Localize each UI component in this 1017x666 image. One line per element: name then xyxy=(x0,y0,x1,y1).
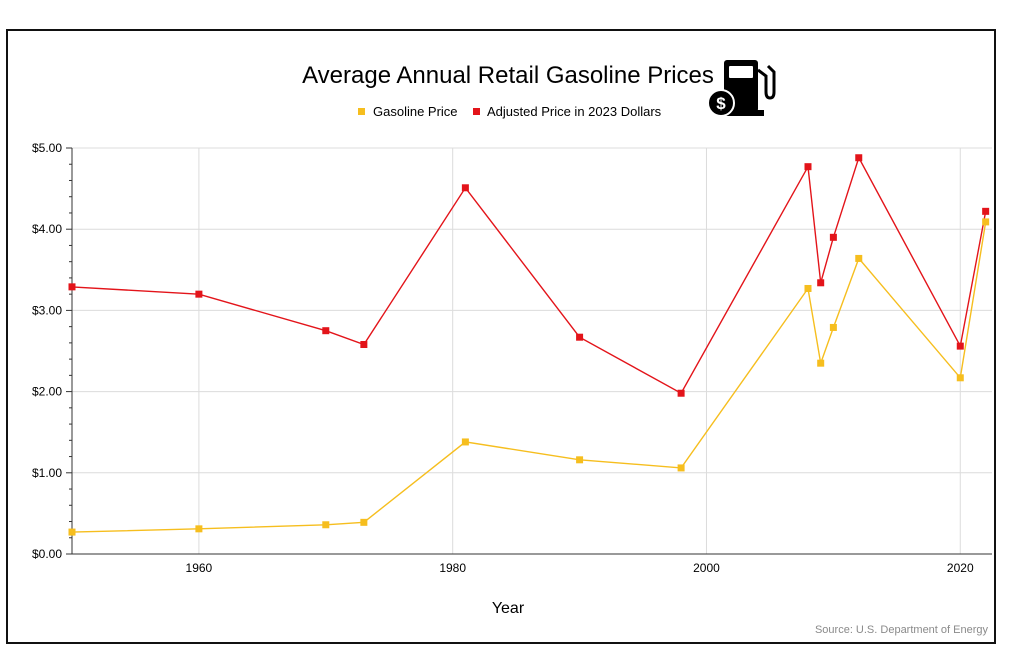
x-axis-title: Year xyxy=(492,600,525,617)
data-point-1 xyxy=(829,233,837,241)
legend-label-adjusted: Adjusted Price in 2023 Dollars xyxy=(487,104,662,119)
data-point-1 xyxy=(461,184,469,192)
data-point-1 xyxy=(322,327,330,335)
legend-label-gasoline: Gasoline Price xyxy=(373,104,458,119)
data-point-0 xyxy=(982,218,990,226)
x-tick-label: 2000 xyxy=(693,561,720,575)
data-point-1 xyxy=(360,341,368,349)
data-point-0 xyxy=(195,525,203,533)
x-tick-label: 2020 xyxy=(947,561,974,575)
data-point-0 xyxy=(855,254,863,262)
legend: Gasoline Price Adjusted Price in 2023 Do… xyxy=(358,104,662,119)
y-tick-label: $0.00 xyxy=(32,547,62,561)
y-tick-label: $5.00 xyxy=(32,141,62,155)
legend-swatch-gasoline xyxy=(358,108,365,115)
data-point-0 xyxy=(68,528,76,536)
data-point-1 xyxy=(68,283,76,291)
y-tick-label: $4.00 xyxy=(32,222,62,236)
data-point-1 xyxy=(677,389,685,397)
gas-pump-dollar-icon: $ xyxy=(707,60,776,117)
y-tick-label: $1.00 xyxy=(32,466,62,480)
data-point-0 xyxy=(461,438,469,446)
series-lines xyxy=(71,155,987,533)
data-point-1 xyxy=(956,342,964,350)
data-point-1 xyxy=(576,333,584,341)
x-tick-label: 1960 xyxy=(186,561,213,575)
source-note: Source: U.S. Department of Energy xyxy=(815,624,989,636)
gridlines xyxy=(72,147,992,554)
data-point-1 xyxy=(817,279,825,287)
data-point-1 xyxy=(195,290,203,298)
y-tick-label: $2.00 xyxy=(32,385,62,399)
legend-swatch-adjusted xyxy=(473,108,480,115)
x-tick-label: 1980 xyxy=(439,561,466,575)
svg-text:$: $ xyxy=(716,94,726,113)
data-point-0 xyxy=(576,456,584,464)
data-point-0 xyxy=(804,284,812,292)
data-point-0 xyxy=(956,374,964,382)
series-line-0 xyxy=(71,221,987,533)
data-markers xyxy=(68,154,990,536)
series-line-1 xyxy=(71,155,987,395)
y-tick-label: $3.00 xyxy=(32,303,62,317)
data-point-1 xyxy=(855,154,863,162)
data-point-0 xyxy=(829,323,837,331)
chart-frame: Average Annual Retail Gasoline Prices $ … xyxy=(6,29,996,644)
data-point-1 xyxy=(804,163,812,171)
data-point-1 xyxy=(982,207,990,215)
data-point-0 xyxy=(360,518,368,526)
line-chart: Average Annual Retail Gasoline Prices $ … xyxy=(32,60,992,636)
chart-title: Average Annual Retail Gasoline Prices xyxy=(302,62,714,89)
data-point-0 xyxy=(817,359,825,367)
axes: $0.00 $1.00 $2.00 $3.00 $4.00 $5.00 1960 1980 20… xyxy=(32,141,992,575)
data-point-0 xyxy=(677,464,685,472)
data-point-0 xyxy=(322,521,330,529)
